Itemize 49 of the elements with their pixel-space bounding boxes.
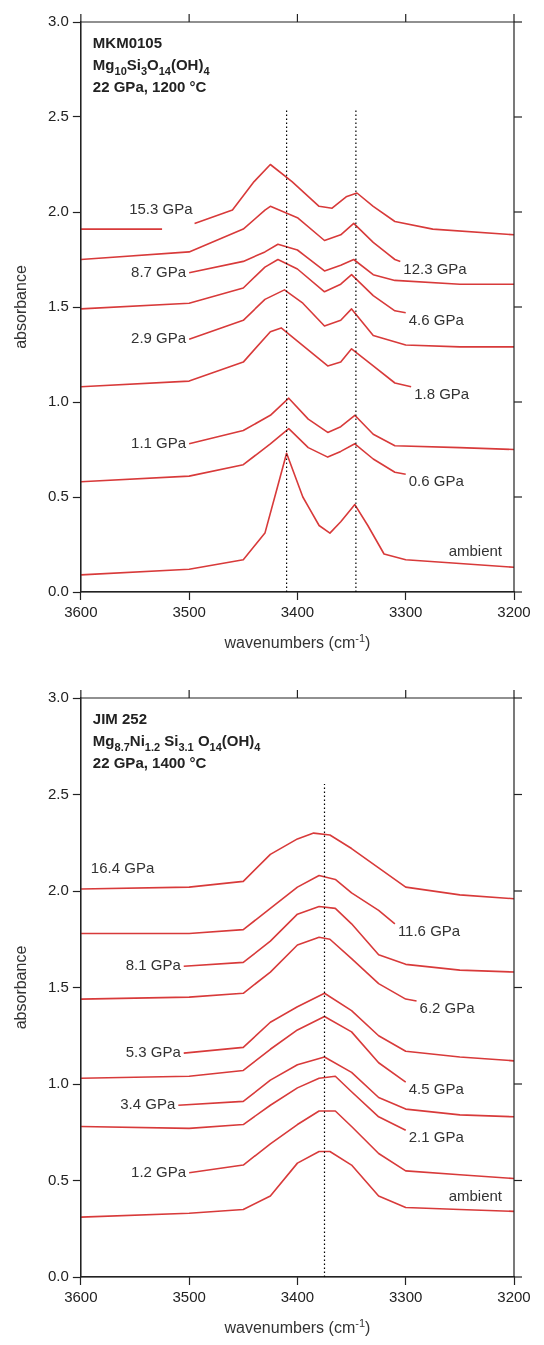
x-tick-label: 3600	[64, 603, 98, 621]
x-tick-label: 3200	[497, 603, 531, 621]
y-tick-label: 3.0	[47, 12, 69, 30]
y-tick-label: 2.0	[47, 881, 69, 899]
y-tick-label: 1.5	[47, 297, 69, 315]
series-label: 4.6 GPa	[408, 310, 465, 328]
series-label: 12.3 GPa	[403, 259, 468, 277]
series-label: 8.1 GPa	[125, 956, 182, 974]
series-label: 2.9 GPa	[131, 329, 187, 347]
y-tick-label: 1.0	[47, 1074, 69, 1092]
x-tick-label: 3500	[172, 603, 206, 621]
x-tick-label: 3200	[497, 1288, 531, 1306]
annotation: MKM0105	[92, 34, 163, 51]
y-tick-label: 1.5	[47, 977, 69, 995]
y-tick-label: 0.0	[47, 1267, 69, 1285]
annotation: JIM 252	[92, 710, 148, 727]
series-label: 0.6 GPa	[408, 472, 465, 490]
y-tick-label: 3.0	[47, 688, 69, 706]
y-tick-label: 0.5	[47, 487, 69, 505]
x-tick-label: 3300	[389, 1288, 423, 1306]
series-label: 4.5 GPa	[408, 1080, 465, 1098]
y-tick-label: 1.0	[47, 392, 69, 410]
y-axis-title: absorbance	[12, 265, 29, 349]
series-label: 16.4 GPa	[90, 859, 155, 877]
series-label: 1.8 GPa	[414, 384, 470, 402]
series-label: ambient	[448, 542, 503, 560]
series-label: 6.2 GPa	[419, 999, 476, 1017]
y-tick-label: 0.5	[47, 1170, 69, 1188]
y-axis-title: absorbance	[12, 945, 29, 1030]
annotation: 22 GPa, 1200 °C	[92, 78, 207, 95]
series-label: 11.6 GPa	[397, 921, 461, 939]
series-label: 3.4 GPa	[120, 1095, 176, 1113]
series-label: ambient	[448, 1186, 503, 1204]
series-label: 2.1 GPa	[408, 1128, 465, 1146]
series-label: 1.2 GPa	[131, 1162, 187, 1180]
series-label: 5.3 GPa	[125, 1043, 182, 1061]
y-tick-label: 2.5	[47, 784, 69, 802]
x-tick-label: 3600	[64, 1288, 98, 1306]
y-tick-label: 0.0	[47, 582, 69, 600]
x-tick-label: 3300	[389, 603, 423, 621]
y-tick-label: 2.0	[47, 202, 69, 220]
y-tick-label: 2.5	[47, 107, 69, 125]
series-label: 8.7 GPa	[131, 262, 187, 280]
x-tick-label: 3400	[280, 603, 315, 621]
x-tick-label: 3400	[280, 1288, 315, 1306]
series-label: 1.1 GPa	[131, 433, 187, 451]
x-tick-label: 3500	[172, 1288, 206, 1306]
series-label: 15.3 GPa	[129, 199, 194, 217]
annotation: 22 GPa, 1400 °C	[92, 754, 207, 771]
